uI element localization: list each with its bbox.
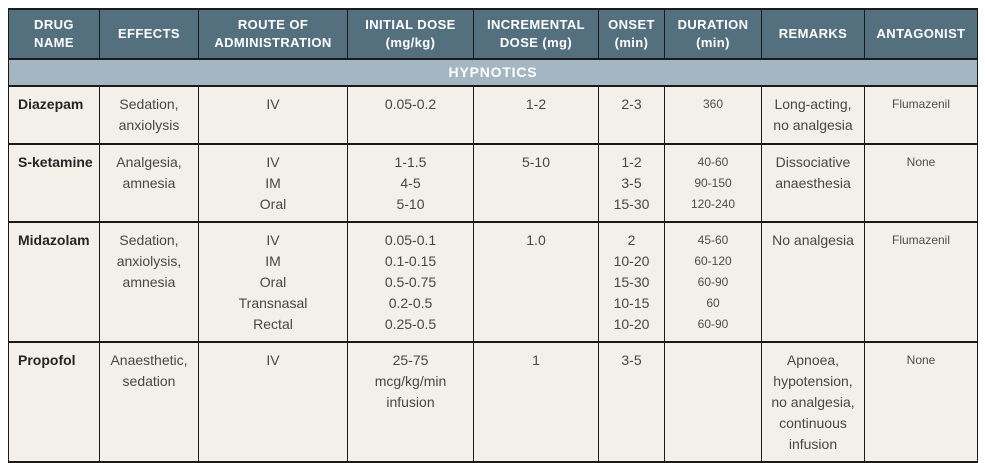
header-antagonist: ANTAGONIST [864,8,978,60]
table-row-midazolam: Midazolam Sedation, anxiolysis, amnesia … [8,221,978,343]
diazepam-effects-cell: Sedation, anxiolysis [99,85,199,145]
propofol-incremental-dose-cell: 1 [473,341,599,463]
propofol-initial-dose-cell: 25-75 mcg/kg/min infusion [347,341,474,463]
s-ketamine-effects-cell: Analgesia, amnesia [99,143,199,223]
s-ketamine-onset-cell: 1-2 3-5 15-30 [598,143,665,223]
midazolam-incremental-dose-cell: 1.0 [473,221,599,343]
midazolam-duration-cell: 45-60 60-120 60-90 60 60-90 [664,221,762,343]
header-row: DRUG NAME EFFECTS ROUTE OF ADMINISTRATIO… [8,8,978,60]
midazolam-drug-name-cell: Midazolam [8,221,100,343]
header-effects: EFFECTS [99,8,199,60]
propofol-antagonist-cell: None [864,341,978,463]
header-route-of-administration: ROUTE OF ADMINISTRATION [198,8,348,60]
table-row-s-ketamine: S-ketamine Analgesia, amnesia IV IM Oral… [8,143,978,223]
diazepam-route-cell: IV [198,85,348,145]
midazolam-effects-cell: Sedation, anxiolysis, amnesia [99,221,199,343]
midazolam-antagonist-cell: Flumazenil [864,221,978,343]
midazolam-onset-cell: 2 10-20 15-30 10-15 10-20 [598,221,665,343]
s-ketamine-remarks-cell: Dissociative anaesthesia [761,143,865,223]
header-remarks: REMARKS [761,8,865,60]
diazepam-drug-name-cell: Diazepam [8,85,100,145]
table-header: DRUG NAME EFFECTS ROUTE OF ADMINISTRATIO… [8,8,978,60]
propofol-effects-cell: Anaesthetic, sedation [99,341,199,463]
s-ketamine-drug-name-cell: S-ketamine [8,143,100,223]
header-incremental-dose: INCREMENTAL DOSE (mg) [473,8,599,60]
section-title: HYPNOTICS [8,58,978,87]
propofol-drug-name-cell: Propofol [8,341,100,463]
s-ketamine-route-cell: IV IM Oral [198,143,348,223]
diazepam-duration-cell: 360 [664,85,762,145]
s-ketamine-antagonist-cell: None [864,143,978,223]
s-ketamine-duration-cell: 40-60 90-150 120-240 [664,143,762,223]
diazepam-remarks-cell: Long-acting, no analgesia [761,85,865,145]
table-row-propofol: Propofol Anaesthetic, sedation IV 25-75 … [8,341,978,463]
propofol-route-cell: IV [198,341,348,463]
diazepam-onset-cell: 2-3 [598,85,665,145]
diazepam-initial-dose-cell: 0.05-0.2 [347,85,474,145]
midazolam-route-cell: IV IM Oral Transnasal Rectal [198,221,348,343]
table-row-diazepam: Diazepam Sedation, anxiolysis IV 0.05-0.… [8,85,978,145]
s-ketamine-incremental-dose-cell: 5-10 [473,143,599,223]
diazepam-incremental-dose-cell: 1-2 [473,85,599,145]
header-duration: DURATION (min) [664,8,762,60]
midazolam-remarks-cell: No analgesia [761,221,865,343]
propofol-remarks-cell: Apnoea, hypotension, no analgesia, conti… [761,341,865,463]
midazolam-initial-dose-cell: 0.05-0.1 0.1-0.15 0.5-0.75 0.2-0.5 0.25-… [347,221,474,343]
header-onset: ONSET (min) [598,8,665,60]
propofol-onset-cell: 3-5 [598,341,665,463]
header-drug-name: DRUG NAME [8,8,100,60]
header-initial-dose: INITIAL DOSE (mg/kg) [347,8,474,60]
propofol-duration-cell [664,341,762,463]
page: DRUG NAME EFFECTS ROUTE OF ADMINISTRATIO… [8,8,978,463]
table-body: HYPNOTICS Diazepam Sedation, anxiolysis … [8,58,978,463]
section-row-hypnotics: HYPNOTICS [8,58,978,87]
diazepam-antagonist-cell: Flumazenil [864,85,978,145]
s-ketamine-initial-dose-cell: 1-1.5 4-5 5-10 [347,143,474,223]
hypnotics-drug-table: DRUG NAME EFFECTS ROUTE OF ADMINISTRATIO… [8,8,978,463]
